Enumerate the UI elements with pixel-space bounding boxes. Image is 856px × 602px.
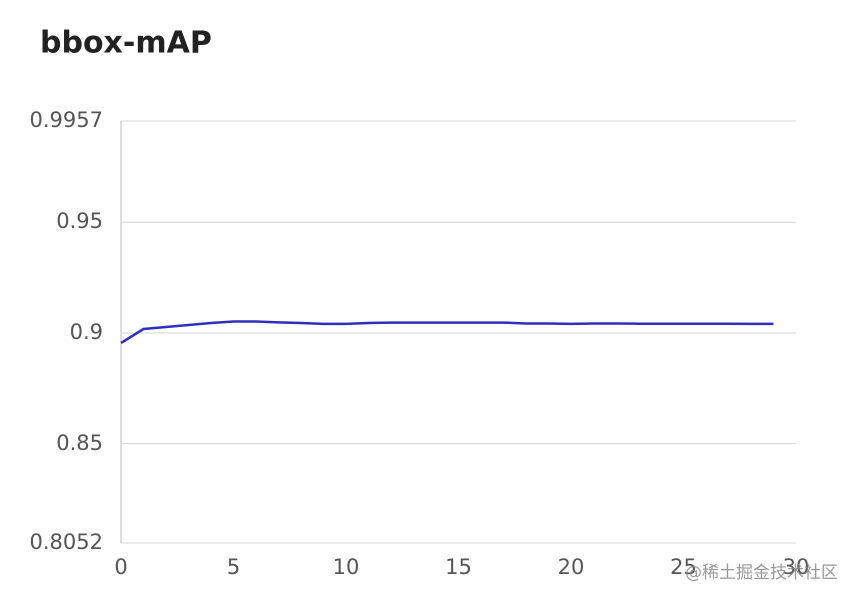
y-tick-label: 0.8052	[30, 530, 103, 554]
x-tick-label: 10	[333, 555, 360, 579]
watermark: @稀土掘金技术社区	[685, 563, 838, 583]
y-tick-label: 0.85	[56, 431, 103, 455]
x-tick-label: 30	[783, 555, 810, 579]
chart-title: bbox-mAP	[40, 26, 212, 61]
x-tick-label: 5	[227, 555, 240, 579]
x-tick-label: 25	[670, 555, 697, 579]
y-tick-label: 0.9	[70, 320, 103, 344]
x-tick-label: 20	[558, 555, 585, 579]
y-tick-label: 0.9957	[30, 108, 103, 132]
x-tick-label: 15	[445, 555, 472, 579]
data-line	[120, 320, 774, 345]
x-tick-label: 0	[114, 555, 127, 579]
y-tick-label: 0.95	[56, 209, 103, 233]
